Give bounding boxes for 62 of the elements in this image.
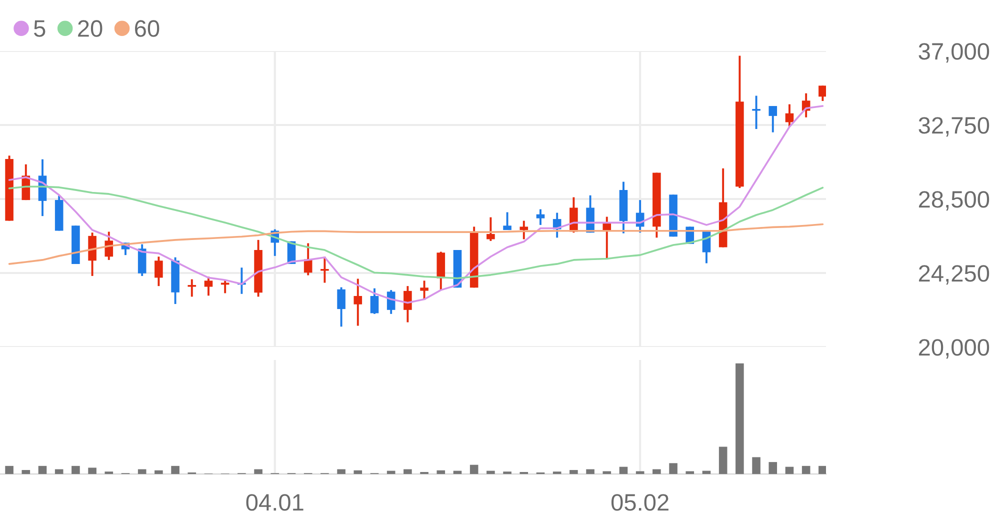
x-tick-label: 04.01	[246, 494, 304, 511]
legend-label: 60	[135, 20, 160, 37]
bar	[686, 471, 694, 474]
candlestick	[486, 216, 495, 242]
y-tick-label: 24,250	[918, 265, 990, 285]
candlestick	[188, 278, 196, 298]
bar	[570, 470, 578, 474]
legend-label: 20	[78, 20, 102, 37]
bar	[436, 470, 446, 474]
bar	[652, 469, 661, 474]
y-tick-label: 28,500	[918, 191, 990, 211]
bar	[602, 471, 612, 474]
candlestick	[785, 103, 794, 128]
y-tick-label: 37,000	[918, 43, 990, 63]
bar	[171, 466, 180, 474]
candlestick	[404, 285, 412, 324]
bar	[54, 469, 64, 474]
bar	[752, 457, 760, 474]
bar	[702, 470, 711, 474]
x-tick-label: 05.02	[611, 494, 668, 511]
bar	[818, 466, 826, 474]
candlestick	[354, 278, 362, 327]
bar	[636, 471, 644, 474]
candlestick	[503, 211, 512, 231]
candlestick	[536, 208, 545, 226]
candlestick	[104, 230, 114, 261]
bar	[619, 466, 628, 474]
line-series	[8, 223, 824, 265]
bar	[22, 470, 30, 474]
bar	[486, 470, 495, 474]
candlestick	[154, 256, 163, 288]
y-tick-label: 32,750	[918, 117, 990, 137]
bar	[138, 469, 146, 474]
candlestick	[204, 276, 213, 297]
bar	[768, 462, 778, 474]
candlestick	[520, 220, 528, 240]
candlestick	[337, 286, 346, 328]
bar	[337, 469, 346, 474]
bar	[154, 470, 163, 474]
candlestick	[370, 287, 379, 315]
bar	[5, 466, 14, 474]
bar	[586, 469, 594, 474]
y-tick-label: 20,000	[918, 339, 990, 359]
bar	[785, 466, 794, 474]
bar	[386, 470, 396, 474]
bar	[736, 363, 744, 474]
bar	[38, 466, 47, 474]
bar	[669, 463, 678, 474]
bar	[404, 469, 412, 474]
bar	[470, 464, 478, 474]
candlestick	[768, 105, 778, 134]
bar	[718, 446, 728, 474]
bar	[72, 466, 80, 474]
bar	[453, 470, 462, 474]
bar	[88, 468, 96, 474]
legend-label: 5	[34, 20, 46, 37]
bar	[802, 466, 810, 474]
bar	[254, 469, 262, 474]
bar	[354, 470, 362, 474]
candlestick	[420, 280, 428, 301]
candlestick	[818, 84, 826, 102]
line-series	[8, 186, 824, 280]
